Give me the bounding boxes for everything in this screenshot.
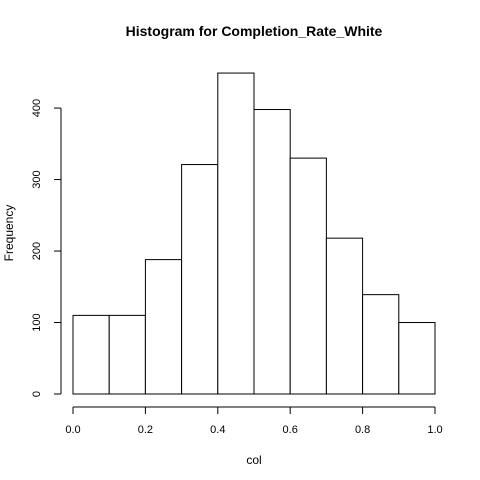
- y-axis-label: Frequency: [2, 205, 16, 262]
- y-tick-label: 300: [31, 170, 43, 188]
- histogram-bar: [72, 314, 110, 395]
- histogram-bar: [144, 259, 183, 395]
- x-tick-label: 0.8: [355, 424, 370, 436]
- y-tick-label: 100: [31, 313, 43, 331]
- y-tick-label: 200: [31, 242, 43, 260]
- x-axis-label: col: [246, 453, 261, 467]
- y-tick-label: 400: [31, 99, 43, 117]
- histogram-bar: [289, 157, 327, 395]
- histogram-bar: [108, 314, 146, 395]
- histogram-bar: [362, 294, 400, 395]
- x-tick-label: 0.4: [210, 424, 225, 436]
- y-axis: 0 100 200 300 400: [31, 99, 62, 397]
- chart-title: Histogram for Completion_Rate_White: [126, 23, 383, 39]
- histogram-bar: [325, 237, 364, 395]
- x-tick-label: 0.0: [65, 424, 80, 436]
- histogram-bar: [217, 72, 255, 395]
- y-tick-label: 0: [31, 391, 43, 397]
- histogram-bar: [253, 109, 291, 395]
- histogram-bar: [181, 164, 219, 395]
- x-tick-label: 0.2: [138, 424, 153, 436]
- histogram-bar: [398, 322, 436, 395]
- x-tick-label: 0.6: [283, 424, 298, 436]
- x-axis: 0.0 0.2 0.4 0.6 0.8 1.0: [65, 406, 443, 436]
- x-tick-label: 1.0: [427, 424, 442, 436]
- bars-group: [72, 72, 436, 395]
